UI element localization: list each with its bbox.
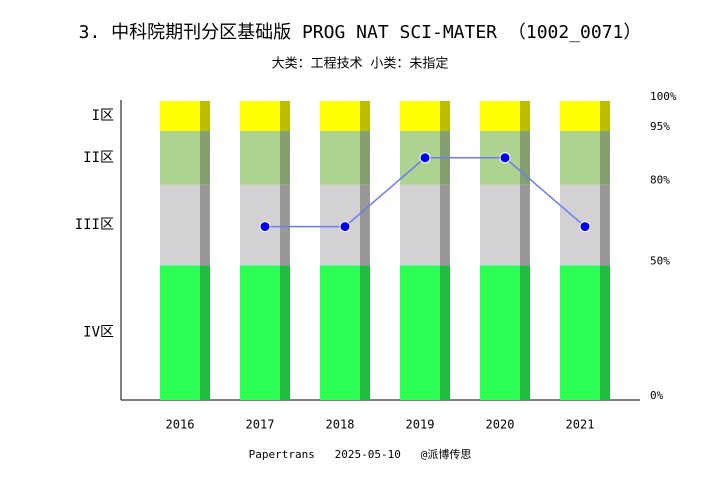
y2-tick-label: 80%: [650, 174, 670, 187]
bar-segment: [560, 265, 600, 400]
bar-segment: [320, 101, 360, 131]
bar-segment-shade: [200, 184, 210, 266]
bar-segment: [400, 184, 440, 266]
bar-segment-shade: [520, 184, 530, 266]
rank-point: [419, 152, 431, 164]
bar-segment-shade: [360, 101, 370, 131]
rank-point: [259, 221, 271, 233]
bar-segment: [400, 101, 440, 131]
bar-segment-shade: [280, 130, 290, 185]
bar-segment: [160, 184, 200, 266]
x-tick-label: 2016: [166, 418, 195, 432]
y2-tick-label: 95%: [650, 120, 670, 133]
bar-segment-shade: [360, 130, 370, 185]
bar-segment-shade: [360, 184, 370, 266]
zone-label: IV区: [83, 325, 114, 341]
footer: Papertrans 2025-05-10 @派博传思: [249, 448, 472, 461]
bar-segment: [240, 130, 280, 185]
bar-segment: [480, 101, 520, 131]
bar-segment: [240, 265, 280, 400]
y2-tick-label: 100%: [650, 90, 677, 103]
bar-segment-shade: [600, 130, 610, 185]
bar-segment: [320, 265, 360, 400]
rank-point: [339, 221, 351, 233]
bar-segment-shade: [280, 101, 290, 131]
rank-point: [579, 221, 591, 233]
bar-segment: [320, 130, 360, 185]
bar-segment: [160, 101, 200, 131]
bar-segment-shade: [440, 265, 450, 400]
bar-segment-shade: [600, 101, 610, 131]
y2-tick-label: 50%: [650, 254, 670, 267]
zone-label: II区: [83, 150, 114, 166]
x-tick-label: 2017: [246, 418, 275, 432]
bar-segment: [560, 130, 600, 185]
x-tick-label: 2019: [406, 418, 435, 432]
bar-segment-shade: [600, 265, 610, 400]
chart-subtitle: 大类：工程技术 小类：未指定: [272, 57, 449, 72]
bar-segment: [480, 265, 520, 400]
rank-point: [499, 152, 511, 164]
bar-segment-shade: [520, 130, 530, 185]
bar-segment-shade: [280, 184, 290, 266]
bar-segment: [560, 101, 600, 131]
bar-segment: [400, 265, 440, 400]
bar-segment-shade: [200, 130, 210, 185]
chart-title: 3. 中科院期刊分区基础版 PROG NAT SCI-MATER （1002_0…: [79, 22, 642, 43]
bar-segment-shade: [200, 265, 210, 400]
bar-segment-shade: [440, 184, 450, 266]
bar-segment: [240, 101, 280, 131]
bar-segment: [160, 130, 200, 185]
bar-segment-shade: [440, 101, 450, 131]
bar-segment: [480, 184, 520, 266]
bar-segment-shade: [520, 101, 530, 131]
zone-label: III区: [75, 217, 114, 233]
bar-segment-shade: [360, 265, 370, 400]
bar-segment-shade: [520, 265, 530, 400]
zone-label: I区: [92, 108, 114, 124]
x-tick-label: 2018: [326, 418, 355, 432]
bar-segment: [160, 265, 200, 400]
y2-tick-label: 0%: [650, 389, 664, 402]
x-tick-label: 2021: [566, 418, 595, 432]
x-tick-label: 2020: [486, 418, 515, 432]
bar-segment-shade: [600, 184, 610, 266]
bar-segment-shade: [280, 265, 290, 400]
bar-segment-shade: [200, 101, 210, 131]
